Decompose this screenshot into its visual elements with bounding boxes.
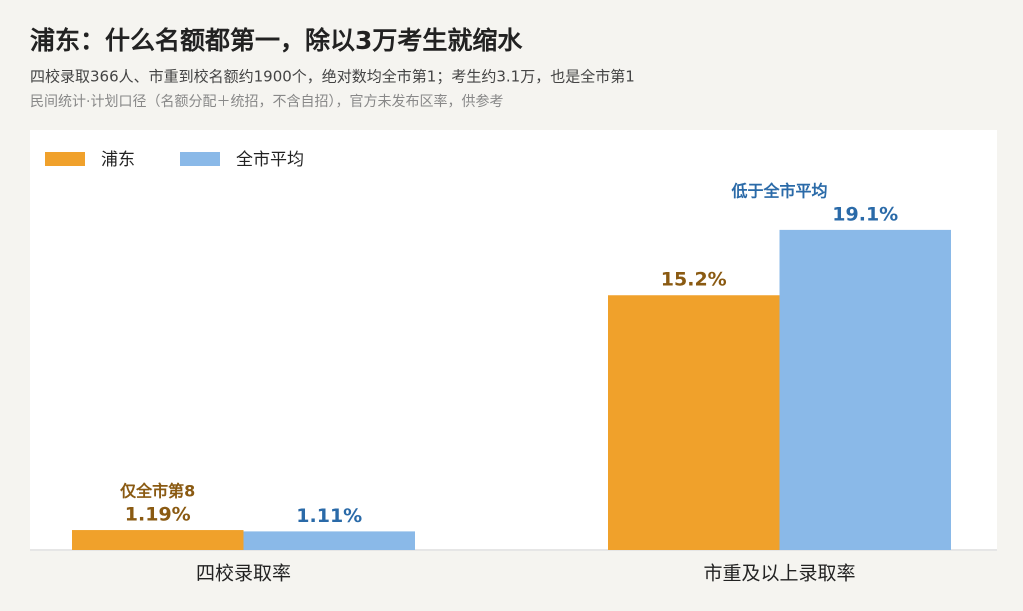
data-label: 15.2% <box>661 269 727 291</box>
bar <box>243 531 415 550</box>
legend-label: 全市平均 <box>236 150 304 170</box>
legend-label: 浦东 <box>101 150 135 170</box>
x-tick-label: 四校录取率 <box>196 563 291 585</box>
chart-subtitle: 四校录取366人、市重到校名额约1900个，绝对数均全市第1；考生约3.1万，也… <box>30 68 635 86</box>
legend-swatch <box>45 152 85 166</box>
bar <box>779 229 951 550</box>
x-tick-label: 市重及以上录取率 <box>703 563 855 585</box>
annotation: 低于全市平均 <box>730 182 827 201</box>
data-label: 19.1% <box>832 203 898 225</box>
data-label: 1.11% <box>296 505 362 527</box>
bar <box>72 530 244 550</box>
bar <box>608 295 780 550</box>
chart-title: 浦东：什么名额都第一，除以3万考生就缩水 <box>30 26 523 55</box>
data-label: 1.19% <box>125 504 191 526</box>
annotation: 仅全市第8 <box>119 482 195 501</box>
legend-swatch <box>180 152 220 166</box>
chart-note: 民间统计·计划口径（名额分配＋统招，不含自招），官方未发布区率，供参考 <box>30 93 503 110</box>
